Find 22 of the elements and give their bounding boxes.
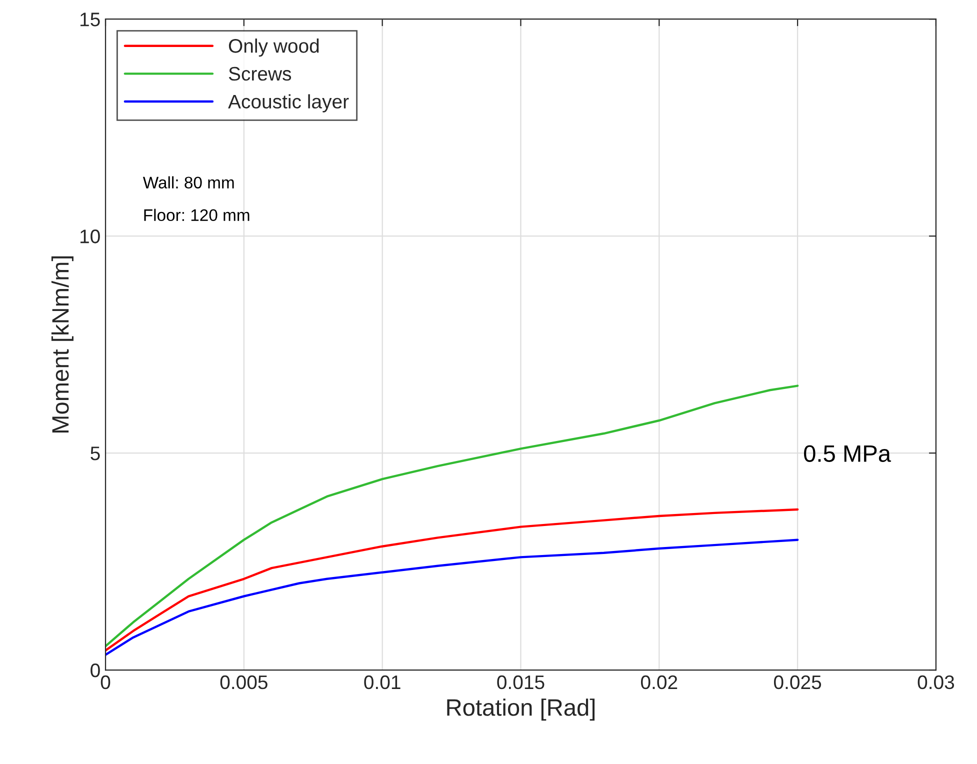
annotation: Floor: 120 mm — [144, 208, 250, 222]
line-series — [106, 538, 799, 656]
legend-label: Acoustic layer — [228, 94, 349, 112]
x-tick-label: 0.02 — [640, 675, 678, 690]
x-tick-label: 0.005 — [220, 675, 268, 690]
y-tick-label: 15 — [80, 12, 100, 26]
x-tick-label: 0.01 — [364, 675, 400, 690]
y-axis-title: Moment [kNm/m] — [51, 256, 74, 432]
x-tick-label: 0.025 — [774, 675, 822, 690]
legend-label: Screws — [228, 66, 292, 81]
legend-label: Only wood — [228, 38, 319, 57]
line-series — [106, 508, 799, 652]
x-axis-title: Rotation [Rad] — [447, 698, 595, 721]
line-series — [106, 384, 799, 648]
y-tick-label: 0 — [90, 663, 100, 678]
x-tick-label: 0.015 — [497, 675, 544, 690]
y-tick-label: 10 — [80, 230, 100, 244]
annotation: Wall: 80 mm — [142, 176, 234, 189]
y-tick-label: 5 — [90, 446, 100, 460]
annotation: 0.5 MPa — [804, 445, 892, 462]
x-tick-label: 0 — [100, 675, 110, 690]
x-tick-label: 0.03 — [918, 675, 954, 690]
